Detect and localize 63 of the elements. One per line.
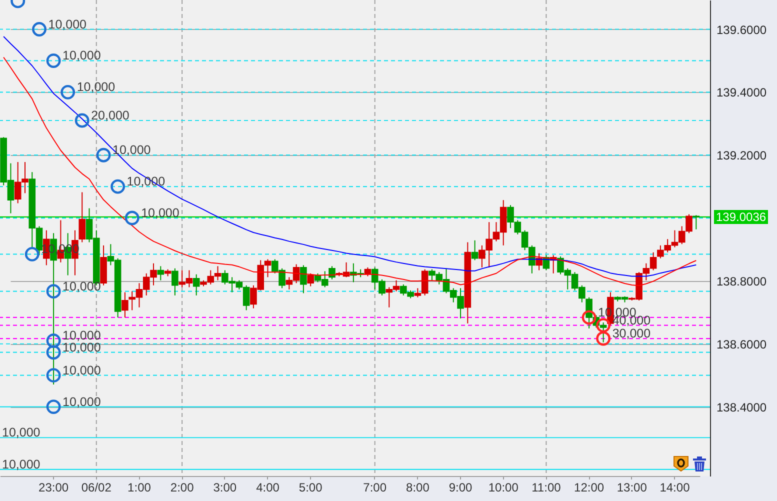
annotation: 10,000 xyxy=(112,143,151,158)
x-tick-label: 06/02 xyxy=(81,480,112,494)
x-tick-label: 11:00 xyxy=(532,480,562,494)
candlestick xyxy=(172,268,178,296)
x-tick-label: 3:00 xyxy=(213,480,237,494)
annotation: 10,000 xyxy=(141,206,180,220)
y-tick-label: 138.6000 xyxy=(716,337,767,352)
x-tick-label: 9:00 xyxy=(448,480,473,494)
y-tick-label: 138.4000 xyxy=(716,400,767,414)
point xyxy=(60,84,76,100)
annotation: 10,000 xyxy=(62,363,101,378)
point xyxy=(110,179,126,194)
annotation: 10,000 xyxy=(2,457,40,472)
point xyxy=(46,345,61,360)
candlestick xyxy=(471,240,478,261)
candlestick xyxy=(307,272,314,287)
point xyxy=(124,210,140,226)
x-tick-label: 8:00 xyxy=(406,480,430,494)
candlestick xyxy=(192,274,200,296)
ref-line-label: 139.0036 xyxy=(714,210,768,224)
x-tick-label: 7:00 xyxy=(363,480,387,494)
y-tick-label: 139.6000 xyxy=(716,22,767,37)
point xyxy=(46,334,61,348)
point xyxy=(74,113,90,128)
annotation: 10,000 xyxy=(62,394,101,409)
x-tick-label: 13:00 xyxy=(616,480,648,494)
annotation: 10,000 xyxy=(41,242,80,256)
annotation: 10,000 xyxy=(2,426,40,440)
annotation: 10,000 xyxy=(62,340,101,354)
y-tick-label: 138.8000 xyxy=(716,274,767,288)
point xyxy=(46,284,61,299)
annotation: 20,000 xyxy=(91,108,130,122)
point xyxy=(582,310,596,325)
candlestick xyxy=(300,264,307,294)
x-tick-label: 2:00 xyxy=(170,480,194,494)
candlestick xyxy=(157,266,164,281)
annotation: 10,000 xyxy=(62,48,101,63)
candlestick xyxy=(78,192,86,243)
point xyxy=(24,246,40,262)
point xyxy=(46,54,61,68)
point xyxy=(32,22,46,36)
point xyxy=(46,400,61,414)
candlestick xyxy=(328,266,336,280)
x-tick-label: 1:00 xyxy=(128,480,152,494)
annotation: 10,000 xyxy=(76,80,116,94)
annotation: 30,000 xyxy=(612,326,651,341)
point xyxy=(46,368,61,383)
annotation: 10,000 xyxy=(48,17,87,32)
x-tick-label: 23:00 xyxy=(38,480,69,494)
x-tick-label: 4:00 xyxy=(256,480,280,494)
y-tick-label: 139.2000 xyxy=(716,148,767,163)
candlestick xyxy=(122,292,128,318)
x-tick-label: 12:00 xyxy=(574,480,604,494)
annotation: 10,000 xyxy=(62,328,101,343)
point xyxy=(596,318,611,333)
x-tick-label: 14:00 xyxy=(660,480,690,494)
x-tick-label: 5:00 xyxy=(298,480,323,494)
point xyxy=(96,148,111,162)
annotation: 10,000 xyxy=(62,279,101,294)
x-tick-label: 10:00 xyxy=(488,480,519,494)
point xyxy=(596,331,611,346)
candlestick xyxy=(692,214,700,230)
y-tick-label: 139.4000 xyxy=(716,86,767,100)
